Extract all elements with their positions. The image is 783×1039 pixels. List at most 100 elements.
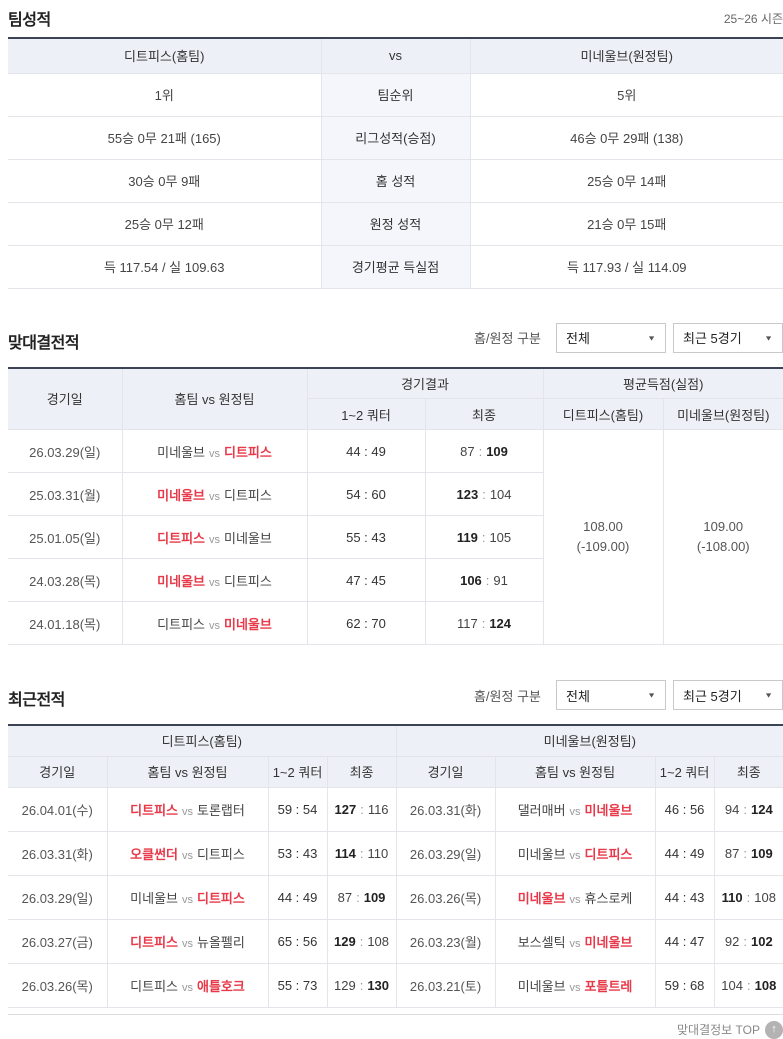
avg-points-home: 108.00 (-109.00): [542, 429, 664, 645]
match-date: 26.03.31(화): [395, 786, 496, 832]
recent-title: 최근전적: [8, 692, 65, 709]
final-score: 117:124: [424, 601, 544, 645]
quarter-score: 44 : 43: [654, 874, 715, 920]
match-date: 26.03.31(화): [7, 830, 108, 876]
h2h-row: 25.01.05(일) 디트피스 vs 미네울브 55 : 43 119:105: [7, 515, 783, 559]
col-match: 홈팀 vs 원정팀: [494, 755, 656, 788]
matchup: 미네울브 vs 디트피스: [121, 429, 308, 473]
away-away-record: 21승 0무 15패: [469, 201, 783, 246]
h2h-head-row-2: 1~2 쿼터 최종 디트피스(홈팀) 미네울브(원정팀): [8, 398, 783, 430]
recent-games-select[interactable]: 최근 5경기 ▼: [673, 680, 783, 710]
final-score: 104:108: [713, 962, 783, 1008]
col-result-group: 경기결과: [306, 367, 544, 399]
match-date: 26.03.23(월): [395, 918, 496, 964]
h2h-home-away-select[interactable]: 전체 ▼: [556, 322, 666, 353]
table-row: 1위 팀순위 5위: [7, 72, 783, 117]
quarter-score: 44 : 49: [654, 830, 715, 876]
final-score: 106:91: [424, 558, 544, 602]
matchup: 미네울브 vs 디트피스: [121, 472, 308, 516]
stat-label: 팀순위: [320, 72, 471, 117]
col-quarter: 1~2 쿼터: [267, 755, 328, 788]
home-away-record: 25승 0무 12패: [7, 201, 322, 246]
final-score: 110:108: [713, 874, 783, 920]
quarter-score: 44 : 49: [306, 429, 426, 473]
matchup: 미네울브 vs 포틀트레: [494, 962, 656, 1008]
away-rank: 5위: [469, 72, 783, 117]
season-label: 25~26 시즌: [723, 11, 783, 26]
h2h-row: 25.03.31(월) 미네울브 vs 디트피스 54 : 60 123:104: [7, 472, 783, 516]
match-date: 26.03.26(목): [7, 962, 108, 1008]
chevron-down-icon: ▼: [764, 333, 773, 342]
col-avg-group: 평균득점(실점): [542, 367, 783, 399]
away-team-group: 미네울브(원정팀): [395, 724, 783, 757]
team-stats-table: 디트피스(홈팀) vs 미네울브(원정팀) 1위 팀순위 5위 55승 0무 2…: [7, 37, 783, 289]
match-date: 25.01.05(일): [7, 515, 123, 559]
away-avg-points: 득 117.93 / 실 114.09: [469, 244, 783, 289]
avg-points-away: 109.00 (-108.00): [662, 429, 783, 645]
recent-header: 최근전적 홈/원정 구분 전체 ▼ 최근 5경기 ▼: [8, 680, 783, 710]
quarter-score: 54 : 60: [306, 472, 426, 516]
final-score: 127:116: [326, 786, 397, 832]
match-date: 24.01.18(목): [7, 601, 123, 645]
h2h-head-row-1: 경기일 홈팀 vs 원정팀 경기결과 평균득점(실점): [7, 367, 783, 430]
col-final: 최종: [424, 398, 544, 430]
matchup: 보스셀틱 vs 미네울브: [494, 918, 656, 964]
match-date: 26.03.21(토): [395, 962, 496, 1008]
h2h-table: 경기일 홈팀 vs 원정팀 경기결과 평균득점(실점) 1~2 쿼터 최종 디트…: [7, 366, 783, 645]
quarter-score: 59 : 68: [654, 962, 715, 1008]
matchup: 디트피스 vs 뉴올펠리: [106, 918, 269, 964]
chevron-down-icon: ▼: [647, 691, 656, 699]
h2h-title: 맞대결전적: [8, 334, 80, 352]
table-row: 25승 0무 12패 원정 성적 21승 0무 15패: [7, 201, 783, 246]
quarter-score: 62 : 70: [306, 601, 426, 645]
quarter-score: 65 : 56: [267, 918, 328, 964]
team-stats-head-row: 디트피스(홈팀) vs 미네울브(원정팀): [7, 37, 783, 74]
h2h-recent-games-select[interactable]: 최근 5경기 ▼: [673, 322, 783, 353]
matchup: 미네울브 vs 디트피스: [121, 558, 308, 602]
matchup: 디트피스 vs 토론랩터: [106, 786, 269, 832]
col-quarter: 1~2 쿼터: [654, 755, 715, 788]
h2h-row: 24.03.28(목) 미네울브 vs 디트피스 47 : 45 106:91: [7, 558, 783, 602]
h2h-filter-controls: 홈/원정 구분 전체 ▼ 최근 5경기 ▼: [474, 322, 783, 353]
h2h-row: 24.01.18(목) 디트피스 vs 미네울브 62 : 70 117:124: [7, 601, 783, 645]
home-team-name: 디트피스(홈팀): [7, 37, 322, 74]
home-avg-points: 득 117.54 / 실 109.63: [7, 244, 322, 289]
col-final: 최종: [326, 755, 397, 788]
match-date: 24.03.28(목): [7, 558, 123, 602]
col-quarter: 1~2 쿼터: [306, 398, 426, 430]
recent-head-row-2: 경기일 홈팀 vs 원정팀 1~2 쿼터 최종 경기일 홈팀 vs 원정팀 1~…: [7, 755, 783, 788]
final-score: 123:104: [424, 472, 544, 516]
col-final: 최종: [713, 755, 783, 788]
away-team-name: 미네울브(원정팀): [469, 37, 783, 74]
final-score: 87:109: [713, 830, 783, 876]
recent-home-away-select[interactable]: 전체 ▼: [556, 680, 666, 710]
col-match: 홈팀 vs 원정팀: [121, 367, 308, 430]
recent-filter-controls: 홈/원정 구분 전체 ▼ 최근 5경기 ▼: [474, 680, 783, 710]
h2h-header: 맞대결전적 홈/원정 구분 전체 ▼ 최근 5경기 ▼: [8, 322, 783, 353]
filter-label: 홈/원정 구분: [473, 688, 541, 704]
team-stats-title: 팀성적: [8, 12, 51, 29]
home-rank: 1위: [7, 72, 322, 117]
match-date: 26.03.29(일): [395, 830, 496, 876]
scroll-top-link[interactable]: 맞대결정보 TOP ↑: [677, 1020, 783, 1039]
selected-scope: 전체: [566, 331, 590, 346]
footer: 맞대결정보 TOP ↑: [8, 1013, 783, 1039]
match-date: 26.03.27(금): [7, 918, 108, 964]
final-score: 92:102: [713, 918, 783, 964]
home-team-group: 디트피스(홈팀): [7, 724, 397, 757]
matchup: 디트피스 vs 미네울브: [121, 601, 308, 645]
table-row: 득 117.54 / 실 109.63 경기평균 득실점 득 117.93 / …: [7, 244, 783, 289]
final-score: 119:105: [424, 515, 544, 559]
final-score: 87:109: [424, 429, 544, 473]
away-home-record: 25승 0무 14패: [469, 158, 783, 203]
recent-row: 26.03.29(일) 미네울브 vs 디트피스 44 : 49 87:109 26…: [7, 874, 783, 920]
selected-scope: 전체: [566, 688, 590, 704]
matchup: 미네울브 vs 디트피스: [106, 874, 269, 920]
recent-row: 26.04.01(수) 디트피스 vs 토론랩터 59 : 54 127:116 2…: [7, 786, 783, 832]
away-league-record: 46승 0무 29패 (138): [469, 115, 783, 160]
stat-label: 리그성적(승점): [320, 115, 471, 160]
col-date: 경기일: [7, 367, 123, 430]
recent-table: 디트피스(홈팀) 미네울브(원정팀) 경기일 홈팀 vs 원정팀 1~2 쿼터 …: [7, 724, 783, 1008]
col-date: 경기일: [395, 755, 496, 788]
up-arrow-icon: ↑: [765, 1020, 783, 1039]
